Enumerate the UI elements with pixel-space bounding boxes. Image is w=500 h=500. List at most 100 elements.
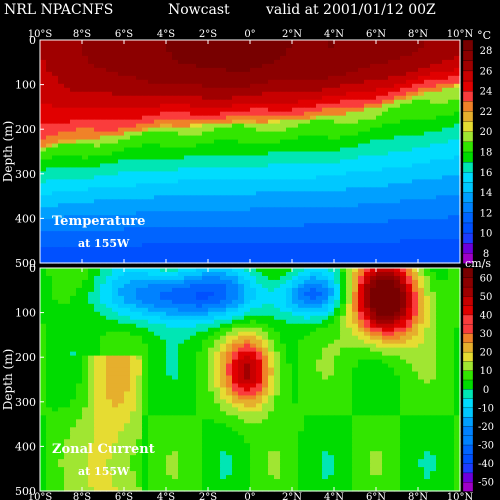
heatmap-cell — [88, 259, 95, 264]
heatmap-cell — [394, 231, 401, 236]
heatmap-cell — [388, 183, 395, 188]
heatmap-cell — [262, 279, 269, 285]
heatmap-cell — [46, 83, 53, 89]
heatmap-cell — [418, 119, 425, 125]
heatmap-cell — [298, 183, 305, 188]
colorbar-swatch — [462, 212, 474, 224]
heatmap-cell — [64, 251, 71, 256]
heatmap-cell — [370, 271, 377, 277]
heatmap-cell — [208, 91, 215, 97]
heatmap-cell — [328, 183, 335, 188]
heatmap-cell — [448, 43, 455, 49]
heatmap-cell — [58, 127, 65, 133]
heatmap-cell — [166, 191, 173, 196]
heatmap-cell — [82, 271, 89, 277]
heatmap-cell — [118, 79, 125, 85]
heatmap-cell — [148, 207, 155, 212]
heatmap-cell — [58, 227, 65, 232]
heatmap-cell — [304, 47, 311, 53]
heatmap-cell — [358, 83, 365, 89]
heatmap-cell — [190, 83, 197, 89]
heatmap-cell — [400, 235, 407, 240]
heatmap-cell — [142, 63, 149, 69]
heatmap-cell — [40, 119, 47, 125]
heatmap-cell — [280, 207, 287, 212]
heatmap-cell — [130, 51, 137, 57]
heatmap-cell — [316, 127, 323, 133]
heatmap-cell — [340, 175, 347, 180]
heatmap-cell — [82, 275, 89, 281]
heatmap-cell — [82, 243, 89, 248]
heatmap-cell — [394, 307, 401, 313]
heatmap-cell — [196, 63, 203, 69]
heatmap-cell — [346, 151, 353, 157]
heatmap-cell — [436, 275, 443, 281]
heatmap-cell — [424, 147, 431, 153]
heatmap-cell — [322, 59, 329, 65]
heatmap-cell — [370, 43, 377, 49]
heatmap-cell — [190, 287, 197, 293]
heatmap-cell — [208, 191, 215, 196]
heatmap-cell — [388, 135, 395, 141]
heatmap-cell — [124, 279, 131, 285]
heatmap-cell — [262, 199, 269, 204]
heatmap-cell — [172, 283, 179, 289]
heatmap-cell — [358, 247, 365, 252]
heatmap-cell — [268, 259, 275, 264]
heatmap-cell — [376, 159, 383, 165]
heatmap-cell — [148, 279, 155, 285]
heatmap-cell — [352, 215, 359, 220]
heatmap-cell — [394, 203, 401, 208]
heatmap-cell — [52, 71, 59, 77]
heatmap-cell — [280, 283, 287, 289]
heatmap-cell — [214, 55, 221, 61]
heatmap-cell — [166, 115, 173, 121]
heatmap-cell — [172, 159, 179, 165]
heatmap-cell — [52, 247, 59, 252]
heatmap-cell — [172, 183, 179, 188]
heatmap-cell — [178, 59, 185, 65]
heatmap-cell — [268, 75, 275, 81]
heatmap-cell — [328, 163, 335, 169]
heatmap-cell — [346, 59, 353, 65]
heatmap-cell — [370, 207, 377, 212]
heatmap-cell — [334, 279, 341, 285]
heatmap-cell — [388, 223, 395, 228]
heatmap-cell — [166, 299, 173, 305]
heatmap-cell — [160, 287, 167, 293]
heatmap-cell — [70, 111, 77, 117]
heatmap-cell — [448, 255, 455, 260]
heatmap-cell — [232, 203, 239, 208]
heatmap-cell — [376, 303, 383, 309]
heatmap-cell — [154, 187, 161, 192]
heatmap-cell — [100, 299, 107, 305]
heatmap-cell — [346, 315, 353, 321]
heatmap-cell — [364, 183, 371, 188]
heatmap-cell — [322, 40, 329, 45]
heatmap-cell — [406, 247, 413, 252]
heatmap-cell — [334, 95, 341, 101]
heatmap-cell — [106, 79, 113, 85]
heatmap-cell — [238, 227, 245, 232]
heatmap-cell — [70, 259, 77, 264]
heatmap-cell — [286, 87, 293, 93]
heatmap-cell — [454, 79, 461, 85]
heatmap-cell — [436, 299, 443, 305]
heatmap-cell — [76, 287, 83, 293]
heatmap-cell — [454, 303, 461, 309]
heatmap-cell — [280, 123, 287, 129]
heatmap-cell — [400, 215, 407, 220]
heatmap-cell — [64, 175, 71, 180]
heatmap-cell — [136, 287, 143, 293]
heatmap-cell — [208, 283, 215, 289]
heatmap-cell — [364, 79, 371, 85]
heatmap-cell — [274, 279, 281, 285]
heatmap-cell — [136, 55, 143, 61]
heatmap-cell — [382, 83, 389, 89]
heatmap-cell — [400, 239, 407, 244]
heatmap-cell — [436, 283, 443, 289]
heatmap-cell — [412, 171, 419, 176]
heatmap-cell — [340, 191, 347, 196]
heatmap-cell — [154, 51, 161, 57]
heatmap-cell — [286, 207, 293, 212]
